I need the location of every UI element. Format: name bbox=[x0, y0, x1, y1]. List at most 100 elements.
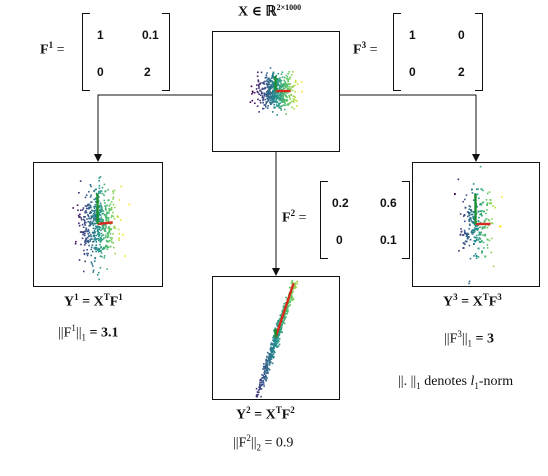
scatter-point bbox=[80, 243, 82, 246]
scatter-point bbox=[112, 198, 114, 200]
scatter-point bbox=[472, 183, 475, 185]
scatter-point bbox=[283, 83, 286, 85]
scatter-point bbox=[259, 101, 262, 104]
scatter-point bbox=[268, 83, 271, 86]
y3-scatter-plot bbox=[453, 165, 503, 285]
scatter-point bbox=[262, 99, 264, 102]
scatter-point bbox=[81, 209, 84, 211]
scatter-point bbox=[85, 211, 88, 214]
scatter-point bbox=[277, 345, 279, 348]
scatter-point bbox=[278, 334, 280, 337]
scatter-point bbox=[289, 98, 292, 100]
scatter-point bbox=[270, 103, 272, 105]
scatter-point bbox=[272, 84, 275, 86]
scatter-point bbox=[281, 91, 284, 94]
scatter-point bbox=[263, 367, 266, 370]
scatter-point bbox=[463, 198, 466, 201]
scatter-point bbox=[460, 228, 462, 230]
scatter-point bbox=[96, 238, 98, 240]
scatter-point bbox=[473, 230, 476, 233]
scatter-point bbox=[278, 80, 281, 83]
scatter-point bbox=[277, 324, 279, 327]
scatter-point bbox=[103, 194, 105, 197]
scatter-point bbox=[290, 100, 293, 103]
scatter-point bbox=[290, 74, 293, 76]
scatter-point bbox=[87, 207, 90, 210]
scatter-point bbox=[101, 208, 103, 211]
scatter-point bbox=[87, 235, 90, 237]
scatter-point bbox=[275, 98, 278, 100]
scatter-point bbox=[270, 86, 272, 88]
scatter-point bbox=[482, 241, 485, 244]
scatter-point bbox=[99, 208, 101, 211]
scatter-point bbox=[90, 201, 92, 203]
scatter-point bbox=[474, 253, 477, 255]
scatter-point bbox=[98, 218, 100, 221]
scatter-point bbox=[471, 192, 474, 194]
scatter-point bbox=[477, 239, 480, 241]
scatter-point bbox=[104, 207, 107, 210]
scatter-point bbox=[279, 330, 282, 333]
scatter-point bbox=[113, 189, 116, 192]
scatter-point bbox=[261, 96, 264, 99]
y2-lhs: Y bbox=[236, 407, 247, 423]
scatter-point bbox=[291, 86, 294, 88]
scatter-point bbox=[91, 222, 93, 225]
scatter-point bbox=[272, 91, 275, 94]
scatter-point bbox=[99, 204, 101, 207]
scatter-point bbox=[112, 233, 114, 235]
scatter-point bbox=[476, 236, 478, 239]
scatter-point bbox=[259, 89, 262, 92]
scatter-point bbox=[107, 218, 110, 220]
scatter-point bbox=[480, 188, 483, 191]
scatter-point bbox=[84, 211, 86, 214]
f3-cell-01: 0 bbox=[458, 28, 465, 42]
scatter-point bbox=[95, 240, 98, 243]
scatter-point bbox=[102, 225, 104, 227]
scatter-point bbox=[86, 248, 88, 251]
scatter-point bbox=[88, 190, 90, 193]
scatter-point bbox=[265, 83, 268, 85]
scatter-point bbox=[276, 342, 278, 345]
scatter-point bbox=[278, 343, 281, 346]
scatter-point bbox=[469, 217, 472, 219]
scatter-point bbox=[270, 350, 273, 353]
scatter-point bbox=[282, 84, 285, 87]
scatter-point bbox=[293, 282, 296, 285]
scatter-point bbox=[267, 105, 269, 107]
scatter-point bbox=[279, 314, 282, 317]
scatter-point bbox=[104, 234, 107, 237]
scatter-point bbox=[278, 98, 281, 100]
scatter-point bbox=[289, 76, 292, 79]
scatter-point bbox=[283, 76, 286, 79]
scatter-point bbox=[82, 231, 85, 233]
scatter-point bbox=[275, 74, 278, 77]
scatter-point bbox=[266, 359, 268, 362]
scatter-point bbox=[476, 225, 478, 227]
scatter-point bbox=[94, 205, 97, 208]
scatter-point bbox=[271, 76, 274, 79]
scatter-point bbox=[288, 286, 291, 289]
scatter-point bbox=[285, 77, 288, 80]
scatter-point bbox=[274, 343, 277, 346]
scatter-point bbox=[282, 320, 285, 322]
scatter-point bbox=[274, 95, 277, 98]
scatter-point bbox=[105, 219, 108, 222]
scatter-point bbox=[481, 227, 484, 230]
scatter-point bbox=[109, 232, 112, 235]
scatter-point bbox=[482, 189, 484, 192]
scatter-point bbox=[273, 350, 276, 353]
scatter-point bbox=[260, 71, 263, 74]
scatter-point bbox=[296, 105, 298, 107]
scatter-point bbox=[259, 99, 261, 102]
scatter-point bbox=[287, 304, 289, 307]
scatter-point bbox=[467, 215, 469, 218]
scatter-point bbox=[462, 247, 465, 249]
scatter-point bbox=[98, 180, 100, 182]
scatter-point bbox=[82, 231, 85, 234]
scatter-point bbox=[267, 77, 270, 80]
scatter-point bbox=[256, 84, 258, 86]
scatter-point bbox=[277, 337, 280, 340]
scatter-point bbox=[266, 370, 269, 372]
